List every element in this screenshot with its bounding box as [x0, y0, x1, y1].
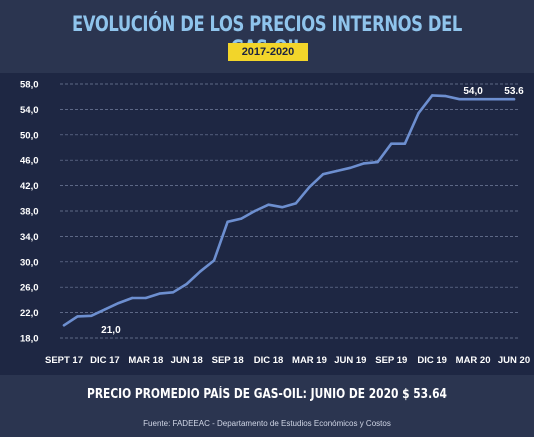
data-point: [403, 142, 407, 145]
x-tick-label: DIC 19: [417, 355, 447, 366]
plot-area: [0, 73, 534, 375]
data-label: 53.6: [504, 86, 524, 97]
x-tick-label: JUN 20: [498, 355, 530, 366]
data-label: 54,0: [463, 86, 483, 97]
x-tick-label: SEPT 17: [45, 355, 83, 366]
data-point: [90, 314, 93, 317]
data-point: [117, 301, 120, 305]
x-tick-label: JUN 19: [334, 355, 366, 366]
y-tick-label: 46,0: [20, 156, 39, 167]
data-point: [471, 98, 475, 101]
data-point: [226, 220, 229, 223]
data-point: [158, 292, 161, 295]
data-point: [512, 98, 516, 101]
data-point: [62, 324, 66, 327]
line-chart: 58,0 54,0 50,0 46,0 42,0 38,0 34,0 30,0 26,0 22,0…: [20, 80, 530, 367]
x-tick-label: DIC 18: [254, 355, 284, 366]
data-point: [417, 112, 420, 115]
period-badge: 2017-2020: [228, 43, 308, 61]
data-point: [267, 203, 270, 206]
data-point: [308, 185, 311, 189]
data-point: [430, 94, 434, 97]
data-point: [376, 160, 379, 164]
data-point: [294, 202, 298, 205]
data-label: 21,0: [101, 325, 121, 336]
y-tick-label: 34,0: [20, 232, 39, 243]
chart-subtitle: PRECIO PROMEDIO PAÍS DE GAS-OIL: JUNIO D…: [87, 387, 447, 402]
data-point: [144, 296, 148, 300]
y-tick-label: 54,0: [20, 105, 39, 116]
x-tick-label: SEP 18: [212, 355, 244, 366]
data-point: [499, 98, 502, 101]
source-note: Fuente: FADEEAC - Departamento de Estudi…: [143, 419, 391, 428]
data-point: [335, 169, 338, 173]
data-point: [253, 209, 257, 213]
data-point: [458, 98, 461, 101]
data-point: [76, 315, 79, 318]
y-tick-label: 30,0: [20, 257, 39, 268]
data-point: [240, 217, 243, 220]
data-point: [349, 166, 352, 170]
data-point: [103, 308, 107, 311]
data-point: [280, 205, 284, 209]
y-tick-label: 22,0: [20, 308, 39, 319]
series-line: [62, 94, 516, 327]
data-point: [390, 142, 393, 145]
data-point: [130, 296, 134, 300]
x-tick-label: JUN 18: [171, 355, 203, 366]
y-tick-label: 38,0: [20, 207, 39, 218]
data-point: [171, 291, 175, 294]
x-tick-label: SEP 19: [375, 355, 407, 366]
x-tick-label: MAR 20: [456, 355, 491, 366]
y-tick-label: 26,0: [20, 283, 39, 294]
x-tick-label: DIC 17: [90, 355, 120, 366]
data-point: [444, 94, 448, 98]
data-point: [185, 282, 188, 286]
data-point: [199, 270, 202, 273]
y-tick-label: 18,0: [20, 334, 39, 345]
data-point: [485, 98, 488, 101]
y-tick-label: 50,0: [20, 130, 39, 141]
data-point: [212, 259, 216, 262]
x-tick-label: MAR 18: [128, 355, 163, 366]
data-point: [362, 162, 366, 165]
x-tick-label: MAR 19: [292, 355, 327, 366]
data-point: [321, 172, 325, 176]
y-tick-label: 42,0: [20, 181, 39, 192]
y-tick-label: 58,0: [20, 80, 39, 91]
